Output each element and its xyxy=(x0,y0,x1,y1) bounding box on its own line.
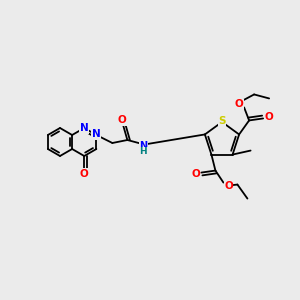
Text: O: O xyxy=(235,99,244,110)
Text: N: N xyxy=(80,123,88,133)
Text: N: N xyxy=(139,141,147,151)
Text: O: O xyxy=(265,112,274,122)
Text: S: S xyxy=(218,116,226,126)
Text: O: O xyxy=(224,181,233,190)
Text: O: O xyxy=(80,169,88,179)
Text: H: H xyxy=(140,148,147,157)
Text: N: N xyxy=(92,129,101,139)
Text: O: O xyxy=(191,169,200,178)
Text: O: O xyxy=(118,115,127,125)
